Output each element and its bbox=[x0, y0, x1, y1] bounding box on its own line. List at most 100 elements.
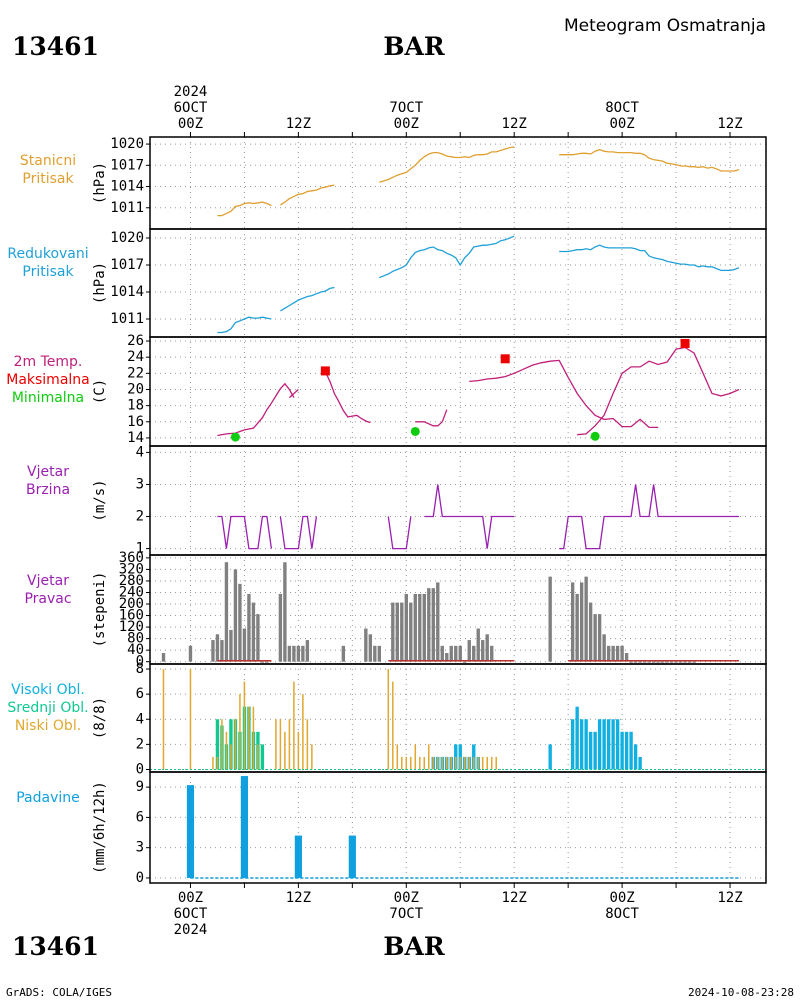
direction-bar bbox=[570, 582, 575, 662]
y-tick-label: 1020 bbox=[110, 136, 144, 152]
y-tick-label: 0 bbox=[136, 654, 144, 670]
y-tick-label: 120 bbox=[119, 619, 144, 635]
direction-bar bbox=[404, 593, 408, 662]
cloud-low-bar bbox=[490, 756, 493, 770]
cloud-low-bar bbox=[450, 756, 453, 770]
y-tick-label: 1017 bbox=[110, 257, 144, 273]
y-tick-label: 2 bbox=[136, 736, 144, 752]
cloud-low-bar bbox=[441, 756, 444, 770]
x-date-label-top: 00Z bbox=[178, 116, 203, 132]
direction-bar bbox=[575, 593, 579, 662]
cloud-low-bar bbox=[392, 681, 394, 770]
series-line bbox=[280, 286, 335, 312]
direction-bar bbox=[481, 640, 485, 662]
cloud-low-bar bbox=[189, 669, 192, 770]
series-line bbox=[217, 515, 273, 550]
cloud-low-bar bbox=[212, 756, 214, 770]
direction-bar bbox=[611, 645, 615, 662]
cloud-low-bar bbox=[472, 756, 475, 770]
direction-bar bbox=[647, 661, 651, 663]
y-axis-label: (8/8) bbox=[92, 697, 108, 739]
cloud-high-bar bbox=[570, 719, 575, 770]
min-temp-point bbox=[410, 426, 420, 436]
direction-bar bbox=[620, 645, 624, 662]
cloud-low-bar bbox=[419, 756, 421, 770]
direction-bar bbox=[242, 628, 247, 662]
y-tick-label: 2 bbox=[136, 509, 144, 525]
x-date-label-bottom: 2024 bbox=[174, 922, 208, 938]
direction-bar bbox=[283, 562, 287, 662]
series-line bbox=[217, 382, 295, 437]
direction-bar bbox=[215, 634, 220, 662]
y-tick-label: 40 bbox=[127, 642, 144, 658]
direction-bar bbox=[678, 661, 683, 663]
panel-wind_speed: 1 2 3 4 Vjetar Brzina (m/s) bbox=[26, 444, 767, 557]
y-tick-label: 280 bbox=[119, 573, 144, 589]
direction-bar bbox=[296, 645, 301, 662]
direction-bar bbox=[422, 593, 426, 662]
station-id-bottom: 13461 bbox=[12, 932, 99, 961]
max-temp-point bbox=[320, 366, 330, 376]
direction-bar bbox=[341, 645, 346, 662]
direction-bar bbox=[440, 645, 444, 662]
cloud-low-bar bbox=[401, 756, 403, 770]
panel-label: Niski Obl. bbox=[15, 718, 81, 734]
direction-bar bbox=[660, 661, 665, 663]
panel-label: Srednji Obl. bbox=[7, 700, 88, 716]
x-date-label-bottom: 12Z bbox=[286, 890, 311, 906]
direction-bar bbox=[161, 653, 166, 662]
x-date-label-bottom: 00Z bbox=[394, 890, 419, 906]
direction-bar bbox=[458, 645, 462, 662]
direction-bar bbox=[472, 645, 476, 662]
direction-bar bbox=[247, 593, 251, 662]
y-tick-label: 9 bbox=[136, 779, 144, 795]
cloud-low-bar bbox=[432, 756, 435, 770]
series-line bbox=[469, 359, 659, 429]
direction-bar bbox=[220, 640, 224, 662]
y-tick-label: 360 bbox=[119, 550, 144, 566]
cloud-low-bar bbox=[311, 744, 313, 770]
panel-label: Redukovani bbox=[7, 246, 88, 262]
direction-bar bbox=[305, 640, 310, 662]
cloud-high-bar bbox=[579, 719, 584, 770]
direction-bar bbox=[579, 582, 584, 662]
series-line bbox=[424, 484, 515, 549]
panel-precipitation: 0 3 6 9 Padavine (mm/6h/12h) bbox=[16, 771, 767, 886]
x-date-label-top: 6OCT bbox=[174, 100, 208, 116]
direction-bar bbox=[449, 645, 453, 662]
cloud-low-bar bbox=[486, 756, 488, 770]
series-line bbox=[559, 484, 739, 550]
cloud-low-bar bbox=[454, 756, 457, 770]
panel-reduced_pressure: 1011 1014 1017 1020 Redukovani Pritisak (hPa) bbox=[7, 228, 767, 338]
y-tick-label: 1014 bbox=[110, 284, 144, 300]
cloud-low-bar bbox=[234, 719, 237, 770]
direction-bar bbox=[606, 645, 611, 662]
cloud-low-bar bbox=[216, 756, 219, 770]
cloud-low-bar bbox=[446, 756, 448, 770]
series-line bbox=[324, 371, 371, 424]
series-line bbox=[441, 409, 448, 423]
x-date-label-bottom: 00Z bbox=[609, 890, 634, 906]
min-temp-point bbox=[230, 432, 240, 442]
direction-bar bbox=[301, 645, 305, 662]
direction-bar bbox=[211, 640, 215, 662]
x-date-label-top: 12Z bbox=[286, 116, 311, 132]
cloud-low-bar bbox=[248, 706, 250, 770]
panel-label: Minimalna bbox=[12, 390, 84, 406]
direction-bar bbox=[238, 583, 242, 662]
y-axis-label: (m/s) bbox=[92, 479, 108, 521]
direction-bar bbox=[233, 569, 238, 662]
panel-station_pressure: 1011 1014 1017 1020 Stanicni Pritisak (hPa) bbox=[20, 136, 767, 230]
cloud-low-bar bbox=[275, 719, 277, 770]
cloud-low-bar bbox=[410, 756, 412, 770]
y-tick-label: 24 bbox=[127, 349, 144, 365]
x-date-label-top: 00Z bbox=[394, 116, 419, 132]
credit-text: GrADS: COLA/IGES bbox=[6, 986, 112, 999]
panel-frame bbox=[149, 228, 767, 338]
cloud-high-bar bbox=[597, 719, 602, 770]
y-axis-label: (hPa) bbox=[92, 262, 108, 304]
direction-bar bbox=[364, 628, 368, 662]
direction-bar bbox=[490, 645, 494, 662]
